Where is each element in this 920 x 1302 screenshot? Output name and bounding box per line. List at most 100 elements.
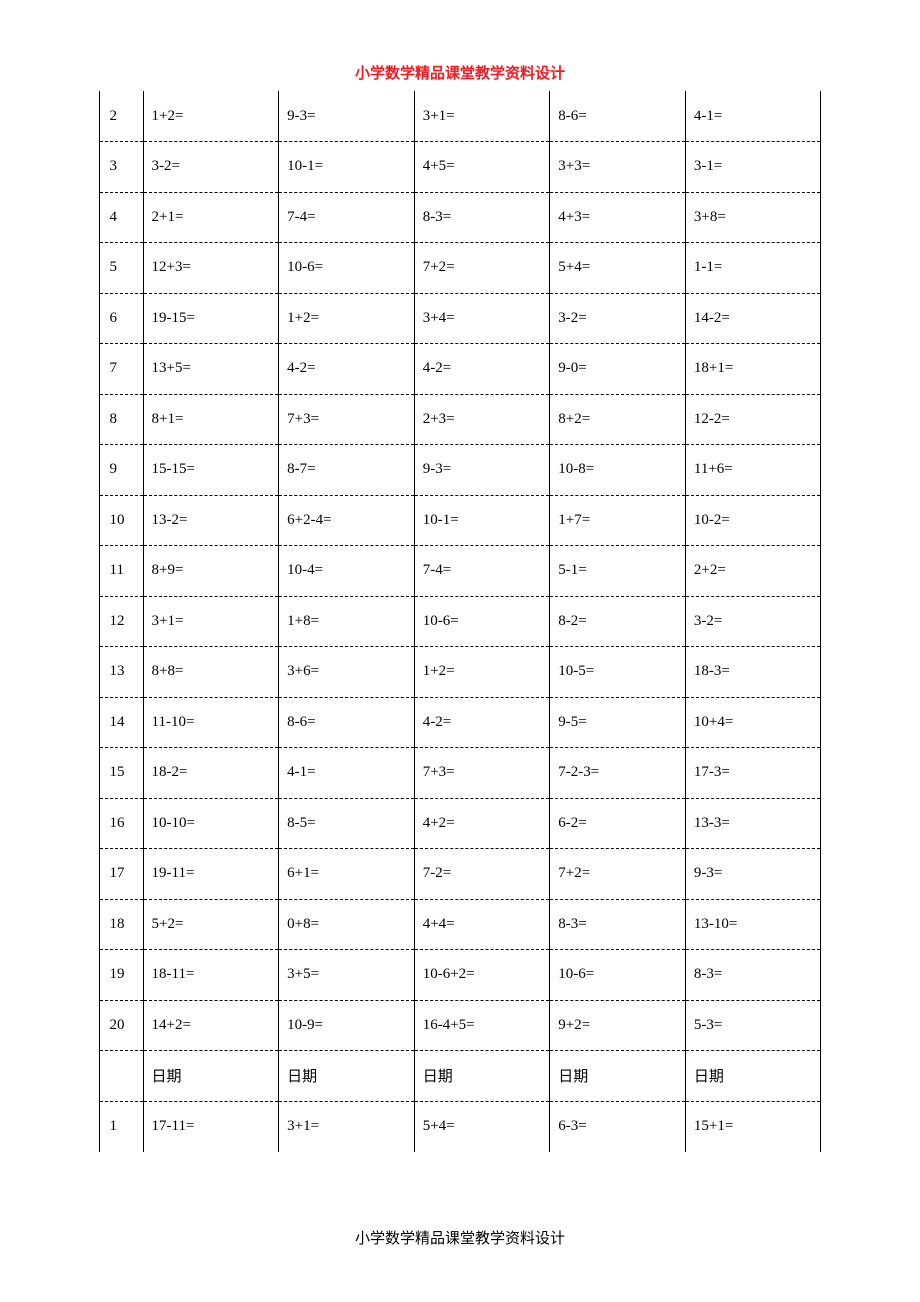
math-problem-cell: 16-4+5= [414, 1000, 550, 1051]
row-index: 12 [99, 596, 143, 647]
math-problem-cell: 6-3= [550, 1101, 686, 1152]
math-problem-cell: 5+4= [550, 243, 686, 294]
math-problem-cell: 7-4= [414, 546, 550, 597]
page-header-title: 小学数学精品课堂教学资料设计 [0, 0, 920, 91]
math-problem-cell: 6-2= [550, 798, 686, 849]
page-footer-title: 小学数学精品课堂教学资料设计 [0, 1227, 920, 1248]
row-index: 5 [99, 243, 143, 294]
math-problem-cell: 10-4= [279, 546, 415, 597]
math-problem-cell: 8-3= [414, 192, 550, 243]
math-problem-cell: 8+2= [550, 394, 686, 445]
table-row: 1411-10=8-6=4-2=9-5=10+4= [99, 697, 821, 748]
math-problem-cell: 1+2= [143, 91, 279, 142]
math-problem-cell: 8+1= [143, 394, 279, 445]
row-index: 4 [99, 192, 143, 243]
math-problem-cell: 9-0= [550, 344, 686, 395]
math-problem-cell: 6+1= [279, 849, 415, 900]
math-problem-cell: 2+2= [685, 546, 821, 597]
math-problem-cell: 4-2= [414, 344, 550, 395]
table-row: 日期日期日期日期日期 [99, 1051, 821, 1102]
math-problem-cell: 10-9= [279, 1000, 415, 1051]
math-problem-cell: 19-11= [143, 849, 279, 900]
math-problem-cell: 7+3= [279, 394, 415, 445]
math-problem-cell: 5+4= [414, 1101, 550, 1152]
table-row: 1013-2=6+2-4=10-1=1+7=10-2= [99, 495, 821, 546]
row-index: 15 [99, 748, 143, 799]
math-problem-cell: 9-3= [414, 445, 550, 496]
math-problem-cell: 3+6= [279, 647, 415, 698]
math-problem-cell: 10-1= [279, 142, 415, 193]
math-problem-cell: 2+3= [414, 394, 550, 445]
math-problem-cell: 4-1= [685, 91, 821, 142]
row-index: 9 [99, 445, 143, 496]
row-index: 11 [99, 546, 143, 597]
math-problem-cell: 8+9= [143, 546, 279, 597]
table-row: 1610-10=8-5=4+2=6-2=13-3= [99, 798, 821, 849]
row-index: 1 [99, 1101, 143, 1152]
math-problem-cell: 10-1= [414, 495, 550, 546]
math-problem-cell: 3-2= [550, 293, 686, 344]
table-row: 123+1=1+8=10-6=8-2=3-2= [99, 596, 821, 647]
math-problem-cell: 3-1= [685, 142, 821, 193]
math-problem-cell: 7-4= [279, 192, 415, 243]
math-problem-cell: 13-3= [685, 798, 821, 849]
math-problem-cell: 7+2= [550, 849, 686, 900]
row-index: 14 [99, 697, 143, 748]
math-problem-cell: 3+5= [279, 950, 415, 1001]
math-problem-cell: 8-6= [279, 697, 415, 748]
date-label-cell: 日期 [279, 1051, 415, 1102]
math-problem-cell: 3+3= [550, 142, 686, 193]
table-row: 713+5=4-2=4-2=9-0=18+1= [99, 344, 821, 395]
math-problem-cell: 13-10= [685, 899, 821, 950]
math-problem-cell: 8-2= [550, 596, 686, 647]
math-problem-cell: 8-3= [550, 899, 686, 950]
table-row: 42+1=7-4=8-3=4+3=3+8= [99, 192, 821, 243]
math-problem-cell: 8+8= [143, 647, 279, 698]
math-problem-cell: 10-6= [279, 243, 415, 294]
date-label-cell: 日期 [414, 1051, 550, 1102]
date-label-cell: 日期 [143, 1051, 279, 1102]
math-problem-cell: 4-1= [279, 748, 415, 799]
math-problem-cell: 3+8= [685, 192, 821, 243]
math-problem-cell: 9+2= [550, 1000, 686, 1051]
row-index: 2 [99, 91, 143, 142]
math-problem-cell: 7-2= [414, 849, 550, 900]
math-problem-cell: 6+2-4= [279, 495, 415, 546]
math-problem-cell: 17-3= [685, 748, 821, 799]
math-problem-cell: 17-11= [143, 1101, 279, 1152]
math-problem-cell: 4+4= [414, 899, 550, 950]
row-index: 6 [99, 293, 143, 344]
row-index: 13 [99, 647, 143, 698]
row-index: 7 [99, 344, 143, 395]
math-problem-cell: 4+2= [414, 798, 550, 849]
row-index: 20 [99, 1000, 143, 1051]
math-problem-cell: 15-15= [143, 445, 279, 496]
row-index: 8 [99, 394, 143, 445]
math-problem-cell: 10+4= [685, 697, 821, 748]
math-problem-cell: 1+8= [279, 596, 415, 647]
table-row: 33-2=10-1=4+5=3+3=3-1= [99, 142, 821, 193]
math-problem-cell: 9-3= [279, 91, 415, 142]
math-problem-cell: 8-3= [685, 950, 821, 1001]
math-problem-cell: 18-3= [685, 647, 821, 698]
row-index: 19 [99, 950, 143, 1001]
math-problem-cell: 12-2= [685, 394, 821, 445]
math-problem-cell: 10-6+2= [414, 950, 550, 1001]
math-problem-cell: 3+1= [143, 596, 279, 647]
math-worksheet-table: 21+2=9-3=3+1=8-6=4-1=33-2=10-1=4+5=3+3=3… [99, 91, 822, 1152]
math-problem-cell: 10-6= [550, 950, 686, 1001]
math-problem-cell: 18-11= [143, 950, 279, 1001]
math-problem-cell: 10-2= [685, 495, 821, 546]
math-problem-cell: 3-2= [685, 596, 821, 647]
math-problem-cell: 3+1= [279, 1101, 415, 1152]
table-row: 512+3=10-6=7+2=5+4=1-1= [99, 243, 821, 294]
math-problem-cell: 5+2= [143, 899, 279, 950]
math-problem-cell: 4-2= [414, 697, 550, 748]
math-problem-cell: 3-2= [143, 142, 279, 193]
table-row: 1918-11=3+5=10-6+2=10-6=8-3= [99, 950, 821, 1001]
table-row: 118+9=10-4=7-4=5-1=2+2= [99, 546, 821, 597]
math-problem-cell: 10-8= [550, 445, 686, 496]
math-problem-cell: 19-15= [143, 293, 279, 344]
math-problem-cell: 5-3= [685, 1000, 821, 1051]
table-row: 1518-2=4-1=7+3=7-2-3=17-3= [99, 748, 821, 799]
